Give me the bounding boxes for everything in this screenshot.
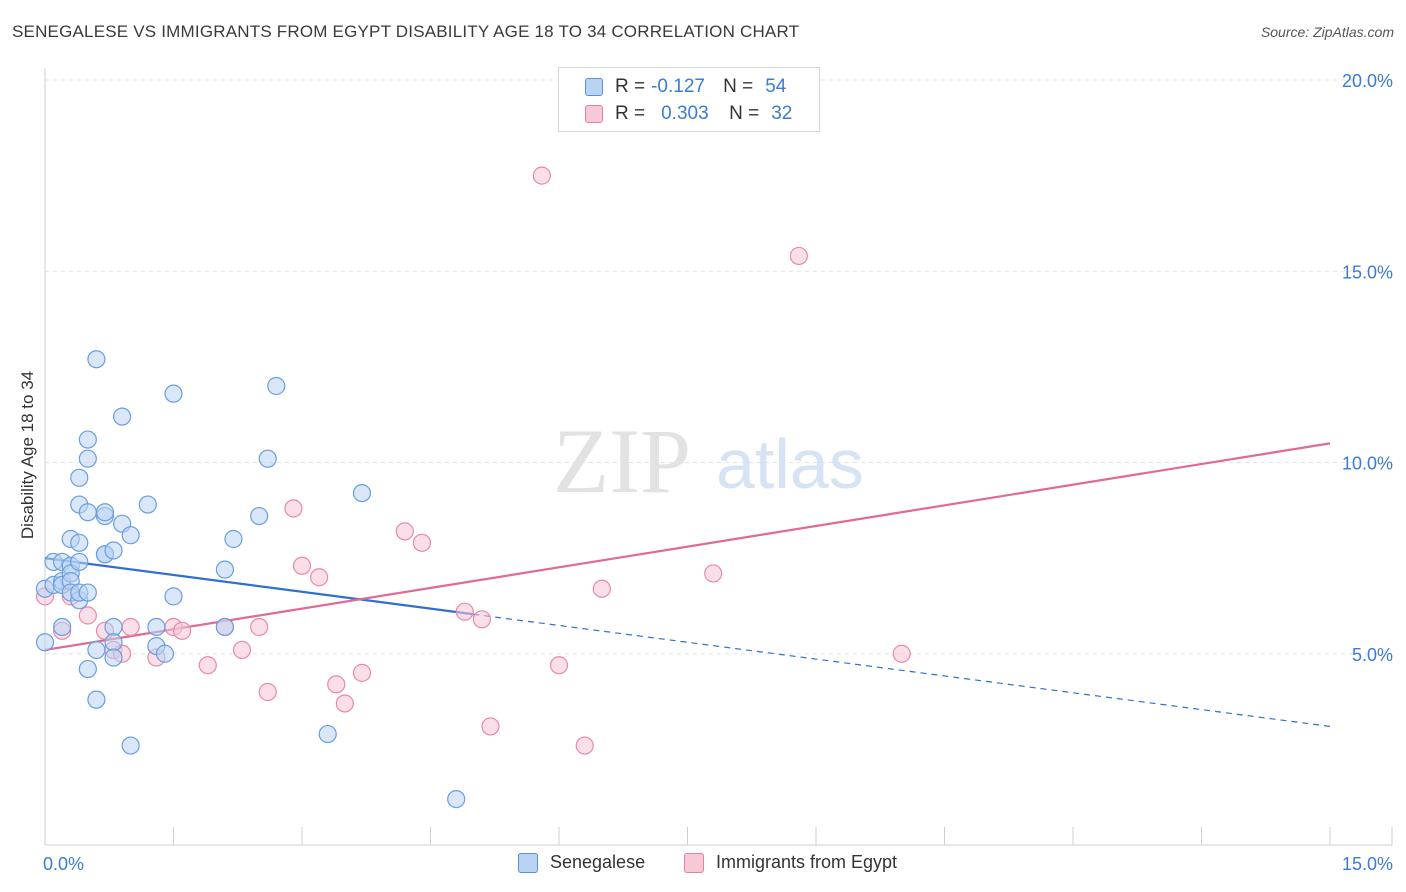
data-point	[70, 552, 89, 572]
data-point	[70, 533, 89, 552]
tick-labels: 5.0% 10.0% 15.0% 20.0% 0.0% 15.0%	[43, 71, 1393, 874]
correlation-legend: R = -0.127 N = 54 R = 0.303 N = 32	[558, 67, 820, 132]
data-point	[224, 529, 243, 549]
data-point	[155, 644, 175, 663]
legend-n-value: 32	[771, 103, 793, 124]
data-point	[284, 499, 303, 518]
data-point	[172, 621, 192, 640]
data-point	[215, 617, 234, 637]
legend-row-egypt: R = 0.303 N = 32	[585, 101, 792, 127]
x-tick-label: 15.0%	[1342, 854, 1393, 874]
data-point	[549, 656, 569, 675]
data-point	[532, 166, 551, 185]
y-tick-label: 5.0%	[1352, 645, 1393, 665]
data-point	[292, 556, 312, 575]
data-point	[395, 522, 414, 541]
legend-r-label: R =	[615, 103, 646, 124]
data-point	[78, 503, 97, 522]
data-point	[78, 583, 97, 602]
data-point	[104, 541, 123, 560]
data-point	[78, 430, 97, 449]
y-axis-label: Disability Age 18 to 34	[18, 370, 37, 540]
data-points	[35, 166, 911, 809]
legend-n-value: 54	[765, 76, 787, 97]
data-point	[267, 376, 286, 396]
legend-r-label: R =	[615, 76, 646, 97]
axes	[44, 68, 1393, 846]
data-point	[789, 246, 808, 266]
trend-line-0	[44, 557, 474, 616]
trend-line-dashed-0	[473, 613, 1331, 728]
data-point	[70, 468, 89, 487]
watermark-zip: ZIP	[553, 410, 691, 512]
data-point	[147, 617, 166, 637]
chart-title: SENEGALESE VS IMMIGRANTS FROM EGYPT DISA…	[12, 22, 800, 41]
data-point	[104, 648, 123, 667]
legend-n-label: N =	[729, 103, 760, 124]
legend-label-egypt: Immigrants from Egypt	[716, 852, 898, 872]
data-point	[592, 579, 611, 598]
data-point	[121, 526, 140, 545]
data-point	[121, 736, 140, 755]
data-point	[352, 484, 372, 503]
data-point	[121, 617, 140, 637]
data-point	[78, 659, 97, 679]
legend-r-value: -0.127	[651, 76, 705, 97]
bottom-legend-egypt: Immigrants from Egypt	[684, 852, 897, 873]
data-point	[95, 503, 115, 522]
data-point	[318, 724, 337, 744]
data-point	[35, 633, 55, 652]
data-point	[112, 407, 132, 426]
y-tick-label: 20.0%	[1342, 71, 1393, 91]
legend-swatch-blue	[585, 78, 603, 96]
data-point	[472, 610, 491, 629]
data-point	[892, 644, 911, 663]
data-point	[575, 736, 594, 755]
watermark: ZIP atlas	[553, 410, 864, 512]
data-point	[327, 675, 346, 694]
data-point	[335, 694, 354, 713]
data-point	[455, 602, 474, 621]
data-point	[53, 617, 72, 637]
data-point	[215, 560, 234, 579]
data-point	[164, 587, 183, 606]
source-credit: Source: ZipAtlas.com	[1260, 24, 1394, 40]
data-point	[258, 682, 277, 702]
legend-swatch-pink	[585, 105, 603, 123]
data-point	[78, 606, 97, 625]
data-point	[481, 717, 500, 736]
data-point	[164, 384, 183, 403]
data-point	[104, 633, 123, 652]
legend-swatch-blue	[518, 852, 538, 873]
y-tick-label: 15.0%	[1342, 262, 1393, 282]
legend-swatch-pink	[684, 852, 704, 873]
data-point	[250, 506, 269, 526]
data-point	[310, 568, 329, 587]
data-point	[250, 617, 269, 637]
data-point	[198, 656, 217, 675]
data-point	[138, 495, 157, 514]
data-point	[87, 640, 106, 660]
legend-row-senegalese: R = -0.127 N = 54	[585, 74, 786, 100]
trend-line-1	[44, 442, 1331, 652]
data-point	[258, 449, 277, 468]
bottom-legend-senegalese: Senegalese	[518, 852, 645, 873]
x-tick-label: 0.0%	[43, 854, 84, 874]
data-point	[78, 449, 97, 468]
watermark-atlas: atlas	[716, 425, 864, 503]
data-point	[87, 350, 106, 369]
legend-label-senegalese: Senegalese	[550, 852, 646, 872]
data-point	[352, 663, 372, 682]
data-point	[87, 690, 106, 709]
y-tick-label: 10.0%	[1342, 454, 1393, 474]
trend-lines	[44, 442, 1331, 728]
data-point	[447, 789, 466, 809]
data-point	[104, 617, 123, 637]
data-point	[412, 533, 432, 552]
legend-r-value: 0.303	[661, 103, 709, 124]
data-point	[704, 564, 723, 583]
data-point	[232, 640, 252, 660]
legend-n-label: N =	[723, 76, 754, 97]
